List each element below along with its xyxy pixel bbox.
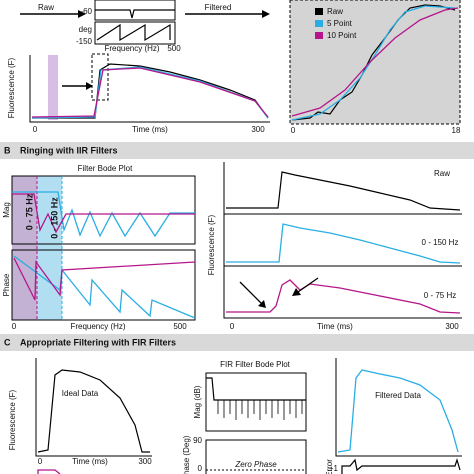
mag-label: Mag (dB) [193, 385, 202, 418]
xlabel: Time (ms) [132, 125, 168, 134]
mag-box [11, 175, 196, 245]
letter: C [4, 337, 11, 347]
arrowhead [292, 288, 301, 296]
band-150 [37, 176, 62, 320]
b-150 [226, 223, 461, 264]
arrow [297, 277, 319, 293]
xlabel: Time (ms) [317, 322, 353, 331]
zoom-plot [289, 0, 461, 125]
trace-label: 0 - 150 Hz [422, 238, 459, 247]
ideal-label: Ideal Data [62, 389, 99, 398]
partial-trace [37, 469, 61, 474]
ideal-trace [37, 369, 150, 453]
arrowhead [78, 10, 86, 18]
arrowhead [262, 10, 270, 18]
panel-a: Raw -60 deg -150 Frequency (Hz) 500 Filt… [7, 0, 461, 135]
filtered-trace [337, 369, 459, 453]
five-trace [31, 66, 269, 119]
zero-phase: Zero Phase [234, 460, 277, 469]
panel-c: C Appropriate Filtering with FIR Filters… [0, 334, 474, 474]
mag-curve [95, 9, 175, 19]
bode-title: FIR Filter Bode Plot [220, 360, 291, 369]
mag-box [205, 372, 307, 432]
legend-text: Raw [327, 7, 343, 16]
ylabel: Fluorescence (F) [8, 389, 17, 450]
phase-curve [96, 23, 171, 42]
tick: 0 [198, 464, 203, 473]
tick: 0 [291, 126, 296, 135]
mag-150 [12, 191, 195, 238]
tick: 18 [452, 126, 461, 135]
filtered-label: Filtered Data [375, 391, 421, 400]
xlabel: Frequency (Hz) [70, 322, 125, 331]
band-label: 0 - 150 Hz [49, 197, 59, 239]
raw-b [226, 171, 461, 211]
unit: deg [79, 25, 92, 34]
tick: 0 [33, 125, 38, 134]
tick: 0 [12, 322, 17, 331]
five-zoom [291, 5, 456, 121]
zoom-box [91, 53, 109, 101]
tick: 90 [193, 436, 202, 445]
axes [335, 358, 462, 457]
tick: 0 [230, 322, 235, 331]
axes [29, 55, 270, 123]
legend-swatch [315, 20, 323, 27]
phase-box [205, 439, 307, 474]
tick: 500 [173, 322, 187, 331]
arrow [239, 281, 263, 305]
ten-zoom [291, 7, 459, 117]
axes [35, 358, 152, 457]
trace-label: Raw [434, 169, 450, 178]
legend-text: 5 Point [327, 19, 353, 28]
ten-trace [31, 67, 269, 118]
bode-phase [94, 21, 176, 45]
legend-swatch [315, 32, 323, 39]
raw-trace [32, 63, 269, 119]
tick: 500 [167, 44, 181, 53]
tick: 300 [138, 457, 152, 466]
band-label: 0 - 75 Hz [24, 193, 34, 230]
error-trace [341, 458, 461, 474]
tick: 300 [445, 322, 459, 331]
fir-mag [206, 377, 306, 401]
raw-label: Raw [38, 3, 54, 12]
tick: 0 [38, 457, 43, 466]
letter: B [4, 145, 11, 155]
error-label: Error [325, 459, 334, 474]
tick: +1 [329, 464, 339, 473]
title: Ringing with IIR Filters [20, 145, 118, 155]
trace-label: 0 - 75 Hz [424, 291, 456, 300]
legend-text: 10 Point [327, 31, 357, 40]
tick: -60 [80, 7, 92, 16]
xlabel: Frequency (Hz) [104, 44, 159, 53]
panel-b: B Ringing with IIR Filters Filter Bode P… [0, 142, 474, 331]
band [48, 55, 58, 120]
bode-title: Filter Bode Plot [78, 164, 133, 173]
filtered-label: Filtered [205, 3, 232, 12]
fir-ripple [217, 400, 303, 420]
arrowhead [258, 300, 266, 308]
ylabel: Fluorescence (F) [7, 57, 16, 118]
arrowhead [86, 82, 93, 90]
phase-label: Phase [2, 273, 11, 296]
xlabel: Time (ms) [72, 457, 108, 466]
ylabel: Fluorescence (F) [207, 214, 216, 275]
legend-swatch [315, 8, 323, 15]
tick: -150 [76, 37, 93, 46]
mag-75 [12, 193, 195, 234]
title: Appropriate Filtering with FIR Filters [20, 337, 176, 347]
mag-label: Mag [2, 202, 11, 218]
tick: 300 [251, 125, 265, 134]
header [0, 142, 474, 159]
phase-label: Phase (Deg) [182, 435, 191, 474]
header [0, 334, 474, 351]
phase-75 [13, 257, 196, 301]
phase-box [11, 249, 196, 321]
